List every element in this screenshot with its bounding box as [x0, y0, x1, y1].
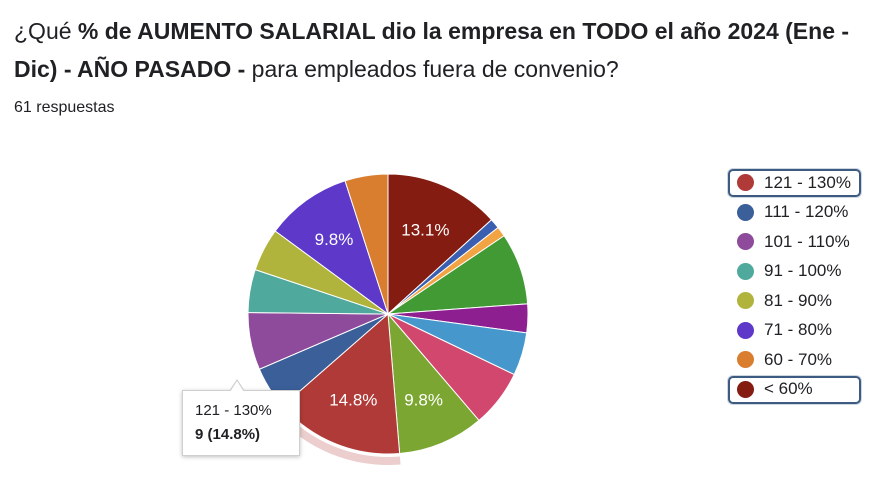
legend-label: 91 - 100%: [764, 261, 842, 281]
slice-data-label: 13.1%: [401, 220, 449, 239]
question-title: ¿Qué % de AUMENTO SALARIAL dio la empres…: [14, 12, 884, 88]
chart-legend: 121 - 130% 111 - 120% 101 - 110% 91 - 100% 8…: [728, 168, 868, 404]
tooltip-arrow: [229, 379, 245, 392]
legend-item[interactable]: 91 - 100%: [728, 257, 868, 287]
pie-slice[interactable]: [387, 312, 480, 455]
pie-slice[interactable]: [344, 173, 389, 315]
legend-swatch: [737, 380, 754, 398]
legend-item[interactable]: 111 - 120%: [728, 198, 868, 228]
legend-label: 60 - 70%: [764, 349, 833, 369]
legend-swatch: [737, 292, 754, 310]
legend-item[interactable]: 81 - 90%: [728, 286, 868, 316]
legend-swatch: [737, 174, 754, 192]
legend-label: < 60%: [764, 379, 813, 399]
legend-label: 81 - 90%: [764, 290, 833, 310]
legend-item[interactable]: 60 - 70%: [728, 345, 868, 375]
legend-label: 111 - 120%: [764, 202, 849, 222]
legend-item[interactable]: 101 - 110%: [728, 227, 868, 257]
question-text-end: para empleados fuera de convenio?: [245, 56, 619, 82]
response-count: 61 respuestas: [14, 99, 115, 116]
slice-data-label: 14.8%: [329, 391, 377, 410]
tooltip-category: 121 - 130%: [195, 402, 272, 419]
legend-item[interactable]: 121 - 130%: [728, 168, 868, 198]
legend-swatch: [737, 203, 754, 221]
legend-item[interactable]: < 60%: [728, 375, 868, 405]
legend-item[interactable]: 71 - 80%: [728, 316, 868, 346]
legend-label: 101 - 110%: [764, 231, 850, 251]
legend-label: 71 - 80%: [764, 320, 833, 340]
slice-data-label: 9.8%: [404, 390, 443, 409]
slice-data-label: 9.8%: [315, 230, 354, 249]
legend-swatch: [737, 233, 754, 251]
legend-swatch: [737, 321, 754, 339]
legend-swatch: [737, 351, 754, 369]
legend-label: 121 - 130%: [764, 172, 851, 192]
slice-tooltip: 121 - 130% 9 (14.8%): [182, 379, 300, 456]
pie-slice[interactable]: [274, 180, 389, 316]
selected-slice-halo: [274, 408, 401, 465]
legend-swatch: [737, 262, 754, 280]
question-text-bold: % de AUMENTO SALARIAL dio la empresa en …: [14, 18, 850, 82]
question-text-start: ¿Qué: [14, 18, 78, 44]
tooltip-value: 9 (14.8%): [195, 426, 261, 443]
pie-slice[interactable]: [387, 173, 493, 316]
